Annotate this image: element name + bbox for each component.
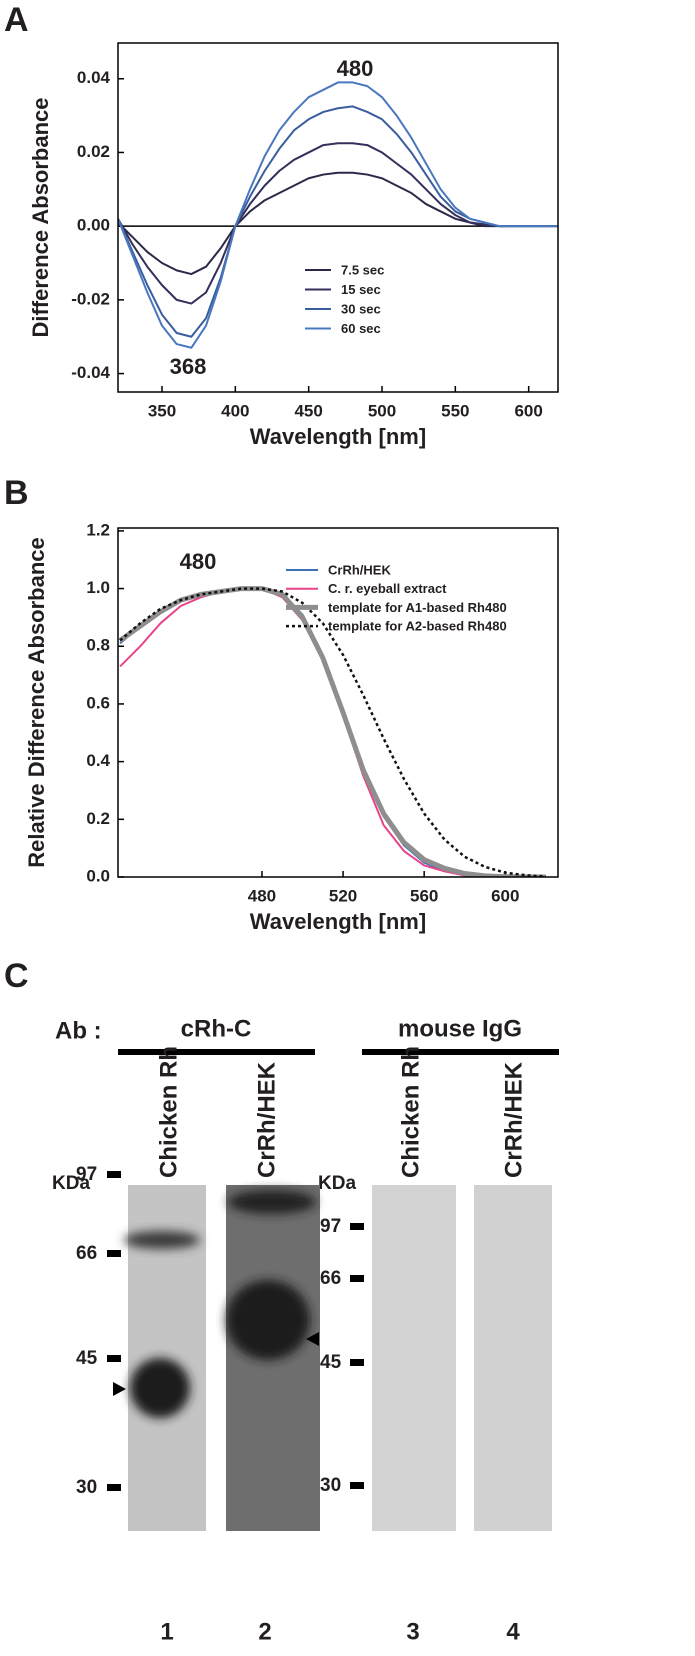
band [130, 1358, 190, 1418]
antibody-name: mouse IgG [398, 1015, 522, 1042]
panel-label: B [4, 474, 29, 512]
marker-tick [350, 1359, 364, 1366]
marker-label: 45 [76, 1348, 98, 1369]
marker-tick [350, 1275, 364, 1282]
blot-lane [474, 1185, 552, 1531]
marker-label: 45 [320, 1352, 342, 1373]
lane-number: 4 [506, 1618, 520, 1645]
group-bar [362, 1049, 559, 1055]
marker-tick [107, 1171, 121, 1178]
marker-tick [107, 1355, 121, 1362]
x-tick-label: 350 [148, 401, 176, 420]
panel-label: C [4, 957, 29, 995]
lane-number: 3 [406, 1618, 419, 1645]
plot-frame [117, 42, 559, 393]
antibody-label: Ab : [55, 1017, 102, 1044]
marker-tick [107, 1484, 121, 1491]
lane-label: Chicken Rh [155, 1046, 182, 1178]
legend-label: template for A2-based Rh480 [328, 619, 507, 634]
arrowhead [306, 1332, 319, 1346]
legend-label: 60 sec [341, 321, 381, 336]
x-tick-label: 450 [294, 401, 322, 420]
lane-label: CrRh/HEK [500, 1061, 527, 1178]
y-tick-label: 0.04 [77, 68, 111, 87]
lane-number: 1 [160, 1618, 173, 1645]
y-tick-label: 0.8 [86, 636, 110, 655]
x-axis-label: Wavelength [nm] [250, 909, 426, 934]
legend-label: template for A1-based Rh480 [328, 600, 507, 615]
x-tick-label: 550 [441, 401, 469, 420]
marker-tick [350, 1223, 364, 1230]
marker-label: 30 [320, 1475, 341, 1496]
y-tick-label: 0.00 [77, 216, 110, 235]
plot-area [118, 81, 558, 349]
y-tick-label: 0.4 [86, 751, 110, 770]
annotation: 368 [170, 354, 207, 379]
group-bar [118, 1049, 315, 1055]
series-line [118, 142, 558, 305]
y-tick-label: -0.04 [71, 363, 110, 382]
y-tick-label: 1.0 [86, 578, 110, 597]
blot-panel: Ab : cRh-C mouse IgG Chicken Rh CrRh/HEK… [52, 1015, 559, 1645]
x-tick-label: 560 [410, 886, 438, 905]
kda-label: KDa [52, 1173, 90, 1194]
y-tick-label: 0.0 [86, 866, 110, 885]
band [124, 1231, 200, 1249]
annotation: 480 [180, 549, 217, 574]
lane-label: CrRh/HEK [253, 1061, 280, 1178]
legend-label: 15 sec [341, 282, 381, 297]
x-tick-label: 500 [368, 401, 396, 420]
plot-area [118, 586, 546, 877]
x-tick-label: 600 [491, 886, 519, 905]
marker-tick [350, 1482, 364, 1489]
y-tick-label: 0.2 [86, 809, 110, 828]
series-line [118, 171, 558, 276]
y-tick-label: 1.2 [86, 520, 110, 539]
arrowhead [113, 1382, 126, 1396]
x-tick-label: 400 [221, 401, 249, 420]
plot-frame [117, 527, 559, 878]
x-tick-label: 520 [329, 886, 357, 905]
x-tick-label: 600 [514, 401, 542, 420]
x-axis-label: Wavelength [nm] [250, 424, 426, 449]
panel-label: A [4, 1, 29, 39]
marker-label: 30 [76, 1477, 97, 1498]
band [228, 1190, 316, 1214]
kda-label: KDa [318, 1173, 356, 1194]
series-line [118, 81, 558, 349]
y-tick-label: 0.6 [86, 693, 110, 712]
y-tick-label: 0.02 [77, 142, 110, 161]
marker-label: 97 [320, 1216, 341, 1237]
legend-label: C. r. eyeball extract [328, 581, 447, 596]
marker-tick [107, 1250, 121, 1257]
legend-label: 30 sec [341, 301, 381, 316]
legend-label: CrRh/HEK [328, 562, 391, 577]
x-tick-label: 480 [248, 886, 276, 905]
series-line [119, 587, 546, 877]
lane-number: 2 [258, 1618, 271, 1645]
marker-label: 66 [320, 1268, 341, 1289]
band [226, 1280, 310, 1360]
annotation: 480 [337, 56, 374, 81]
y-axis-label: Relative Difference Absorbance [24, 537, 49, 868]
marker-label: 66 [76, 1243, 97, 1264]
y-tick-label: -0.02 [71, 289, 110, 308]
blot-lane [372, 1185, 456, 1531]
antibody-name: cRh-C [181, 1015, 252, 1042]
marker-label: 97 [76, 1164, 97, 1185]
y-axis-label: Difference Absorbance [28, 97, 53, 337]
lane-label: Chicken Rh [397, 1046, 424, 1178]
legend-label: 7.5 sec [341, 262, 384, 277]
